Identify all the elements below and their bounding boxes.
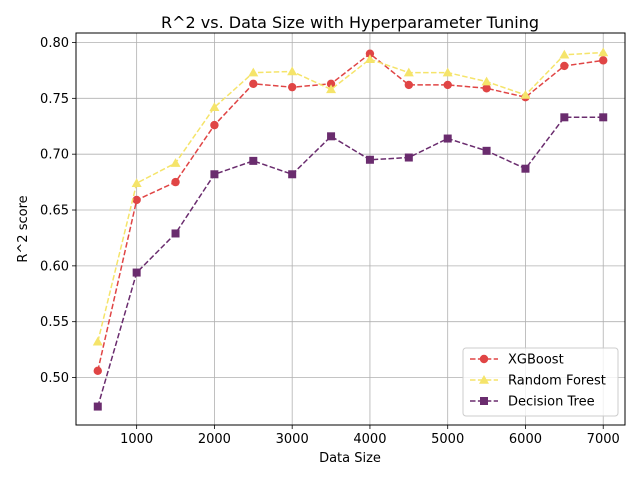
data-point-random-forest <box>403 67 414 77</box>
data-point-random-forest <box>92 336 103 346</box>
data-point-random-forest <box>364 54 375 63</box>
data-point-decision-tree <box>249 156 258 165</box>
data-point-decision-tree <box>560 113 569 122</box>
y-tick-label: 0.55 <box>40 315 69 330</box>
plot-frame <box>75 32 626 426</box>
data-point-xgboost <box>93 366 102 376</box>
data-point-decision-tree <box>327 132 336 141</box>
data-point-random-forest <box>131 178 142 187</box>
x-axis-label: Data Size <box>319 451 381 466</box>
data-point-decision-tree <box>443 134 452 143</box>
data-point-decision-tree <box>599 113 608 122</box>
legend-box <box>462 347 619 417</box>
legend-label: XGBoost <box>508 353 564 368</box>
series-layer <box>92 47 609 411</box>
data-point-decision-tree <box>132 268 141 277</box>
legend-item-decision-tree: Decision Tree <box>470 395 595 410</box>
legend-label: Decision Tree <box>508 395 595 410</box>
data-point-random-forest <box>481 76 492 86</box>
legend-marker <box>479 354 489 364</box>
data-point-xgboost <box>287 82 297 92</box>
data-point-random-forest <box>442 67 453 77</box>
data-point-decision-tree <box>288 170 297 179</box>
data-point-random-forest <box>248 67 259 77</box>
x-tick-label: 2000 <box>198 432 231 447</box>
data-point-xgboost <box>443 80 452 90</box>
x-tick-label: 6000 <box>509 432 542 447</box>
data-point-xgboost <box>171 177 180 187</box>
series-decision-tree <box>93 113 608 411</box>
data-point-xgboost <box>560 61 569 71</box>
data-point-xgboost <box>249 79 258 89</box>
data-point-decision-tree <box>171 229 180 238</box>
data-point-random-forest <box>287 66 298 76</box>
series-line-decision-tree <box>97 116 604 407</box>
y-tick-label: 0.80 <box>40 36 69 51</box>
y-tick-label: 0.70 <box>40 148 69 163</box>
data-point-random-forest <box>559 49 570 59</box>
data-point-decision-tree <box>210 170 219 179</box>
data-point-xgboost <box>326 79 336 89</box>
legend-marker <box>480 397 488 405</box>
data-point-decision-tree <box>482 146 491 155</box>
y-axis: 0.50 0.55 0.60 0.65 0.70 0.75 0.80 <box>40 36 76 386</box>
data-point-xgboost <box>210 120 219 130</box>
legend-marker <box>479 375 489 384</box>
x-tick-label: 5000 <box>431 432 464 447</box>
data-point-decision-tree <box>404 153 413 162</box>
legend-item-xgboost: XGBoost <box>470 353 564 368</box>
legend-label: Random Forest <box>508 374 606 389</box>
data-point-decision-tree <box>93 402 102 411</box>
data-point-random-forest <box>326 84 337 94</box>
data-point-xgboost <box>132 195 141 205</box>
x-tick-label: 4000 <box>353 432 386 447</box>
data-point-random-forest <box>598 47 609 57</box>
series-line-random-forest <box>97 51 604 342</box>
legend-item-random-forest: Random Forest <box>470 374 606 389</box>
series-xgboost <box>93 49 608 376</box>
y-axis-label: R^2 score <box>16 195 31 262</box>
x-tick-label: 1000 <box>120 432 153 447</box>
series-random-forest <box>92 47 609 346</box>
data-point-random-forest <box>170 158 181 167</box>
data-point-random-forest <box>209 102 220 112</box>
y-tick-label: 0.65 <box>40 204 69 219</box>
y-tick-label: 0.75 <box>40 92 69 107</box>
data-point-decision-tree <box>365 155 374 164</box>
data-point-xgboost <box>599 56 608 65</box>
series-line-xgboost <box>97 52 604 371</box>
data-point-decision-tree <box>521 164 530 173</box>
legend: XGBoost Random Forest Decision Tree <box>462 347 619 417</box>
x-tick-label: 3000 <box>276 432 309 447</box>
data-point-xgboost <box>404 80 414 90</box>
y-tick-label: 0.60 <box>40 259 69 274</box>
x-axis: 1000 2000 3000 4000 5000 6000 7000 <box>120 425 620 447</box>
data-point-random-forest <box>520 89 531 99</box>
y-tick-label: 0.50 <box>40 371 69 386</box>
chart-title: R^2 vs. Data Size with Hyperparameter Tu… <box>161 13 539 32</box>
data-point-xgboost <box>365 49 375 58</box>
x-tick-label: 7000 <box>587 432 620 447</box>
data-point-xgboost <box>482 84 491 93</box>
